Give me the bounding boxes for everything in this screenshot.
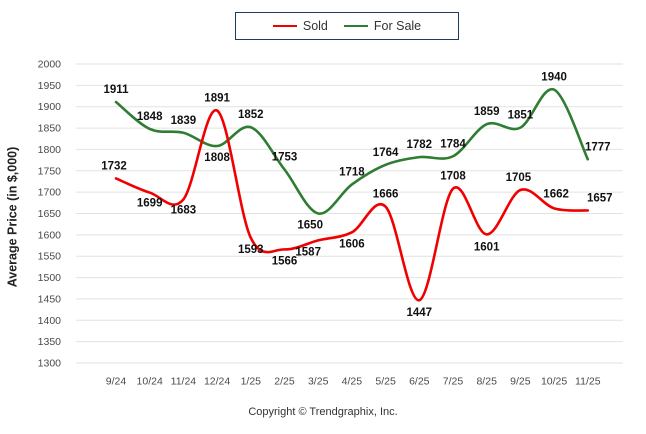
svg-text:1683: 1683 — [171, 204, 197, 216]
svg-text:1700: 1700 — [38, 187, 62, 199]
svg-text:1764: 1764 — [373, 147, 399, 159]
svg-text:1800: 1800 — [38, 144, 62, 156]
svg-text:1859: 1859 — [474, 106, 500, 118]
svg-text:1566: 1566 — [272, 255, 298, 267]
svg-text:8/25: 8/25 — [476, 376, 497, 388]
svg-text:1848: 1848 — [137, 111, 163, 123]
svg-text:1782: 1782 — [407, 139, 433, 151]
svg-text:1587: 1587 — [295, 246, 321, 258]
svg-text:1650: 1650 — [297, 220, 323, 232]
svg-text:1891: 1891 — [204, 93, 230, 105]
svg-text:3/25: 3/25 — [308, 376, 329, 388]
svg-text:1732: 1732 — [101, 160, 127, 172]
svg-text:9/25: 9/25 — [510, 376, 531, 388]
svg-text:1350: 1350 — [38, 336, 62, 348]
svg-text:2/25: 2/25 — [274, 376, 295, 388]
svg-text:1718: 1718 — [339, 166, 365, 178]
svg-text:1808: 1808 — [204, 152, 230, 164]
svg-text:1784: 1784 — [440, 138, 466, 150]
svg-text:1657: 1657 — [587, 193, 613, 205]
svg-text:6/25: 6/25 — [409, 376, 430, 388]
svg-text:1662: 1662 — [543, 188, 569, 200]
svg-text:1940: 1940 — [541, 72, 567, 84]
svg-text:1300: 1300 — [38, 358, 62, 370]
svg-text:1450: 1450 — [38, 293, 62, 305]
svg-text:1851: 1851 — [508, 110, 534, 122]
svg-text:1777: 1777 — [585, 141, 611, 153]
svg-text:1911: 1911 — [104, 84, 130, 96]
svg-text:1550: 1550 — [38, 251, 62, 263]
svg-text:1699: 1699 — [137, 198, 163, 210]
svg-text:1400: 1400 — [38, 315, 62, 327]
svg-text:1500: 1500 — [38, 272, 62, 284]
svg-text:1950: 1950 — [38, 80, 62, 92]
svg-text:1852: 1852 — [238, 109, 264, 121]
svg-text:4/25: 4/25 — [342, 376, 363, 388]
svg-text:1650: 1650 — [38, 208, 62, 220]
svg-text:1601: 1601 — [474, 241, 500, 253]
svg-text:1600: 1600 — [38, 229, 62, 241]
svg-text:1850: 1850 — [38, 123, 62, 135]
svg-text:1753: 1753 — [272, 152, 298, 164]
svg-text:11/25: 11/25 — [575, 376, 601, 388]
svg-text:10/25: 10/25 — [541, 376, 567, 388]
svg-text:12/24: 12/24 — [204, 376, 230, 388]
svg-text:1666: 1666 — [373, 189, 399, 201]
svg-text:10/24: 10/24 — [137, 376, 163, 388]
svg-text:1705: 1705 — [506, 172, 532, 184]
svg-text:1900: 1900 — [38, 101, 62, 113]
svg-text:9/24: 9/24 — [106, 376, 127, 388]
svg-text:1593: 1593 — [238, 244, 264, 256]
svg-text:2000: 2000 — [38, 59, 62, 71]
svg-text:1750: 1750 — [38, 165, 62, 177]
svg-text:5/25: 5/25 — [375, 376, 396, 388]
svg-text:1447: 1447 — [407, 307, 433, 319]
svg-text:1708: 1708 — [440, 171, 466, 183]
svg-text:11/24: 11/24 — [171, 376, 197, 388]
svg-text:1/25: 1/25 — [241, 376, 262, 388]
svg-text:1606: 1606 — [339, 238, 365, 250]
svg-text:7/25: 7/25 — [443, 376, 464, 388]
svg-text:1839: 1839 — [171, 115, 197, 127]
